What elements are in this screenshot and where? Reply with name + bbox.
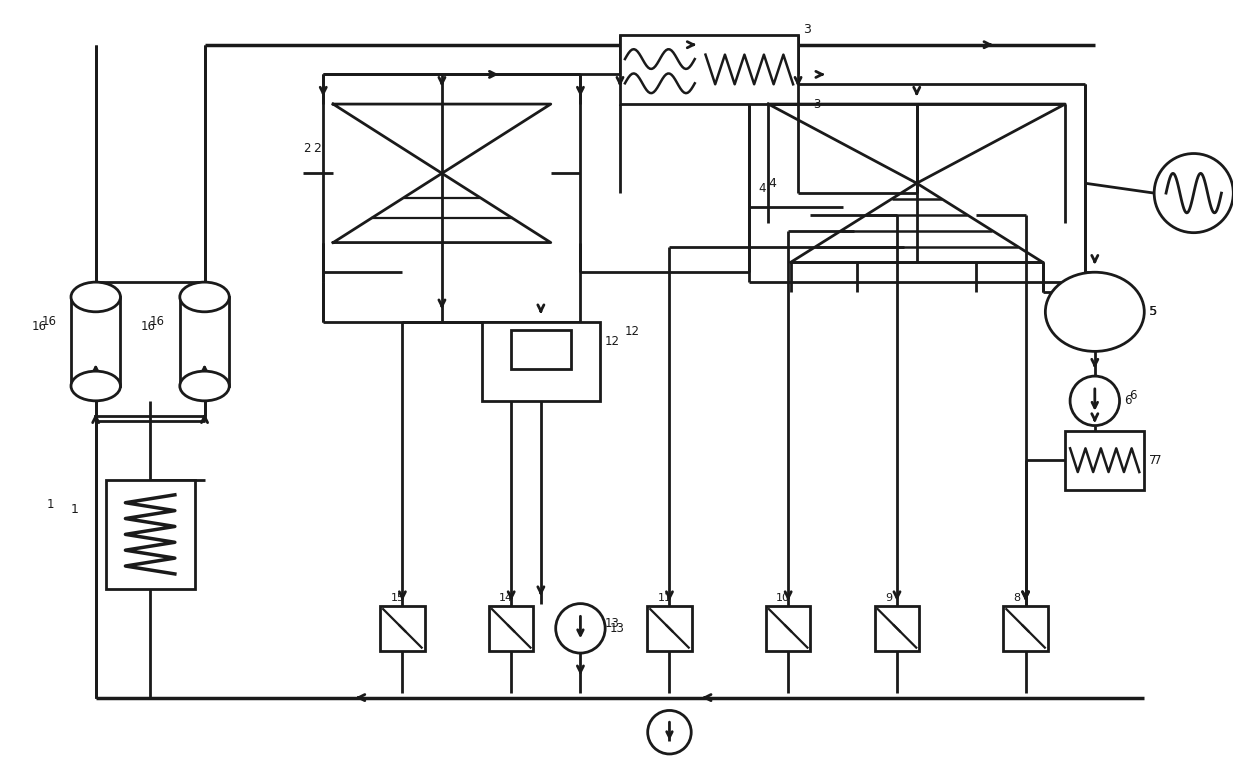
- Text: 6: 6: [1130, 389, 1137, 402]
- Ellipse shape: [71, 282, 120, 311]
- Bar: [481, 322, 600, 401]
- Text: 3: 3: [813, 98, 821, 110]
- Ellipse shape: [71, 371, 120, 401]
- Text: 9: 9: [885, 593, 893, 603]
- Text: 2: 2: [314, 142, 321, 155]
- Text: 7: 7: [1154, 453, 1162, 466]
- Bar: [489, 606, 533, 651]
- Bar: [620, 35, 799, 104]
- Bar: [874, 606, 919, 651]
- Bar: [1065, 430, 1145, 490]
- Bar: [105, 480, 195, 589]
- Text: 4: 4: [769, 177, 776, 190]
- Text: 11: 11: [657, 593, 672, 603]
- Bar: [381, 606, 424, 651]
- Ellipse shape: [180, 282, 229, 311]
- Ellipse shape: [180, 371, 229, 401]
- Text: 2: 2: [304, 142, 311, 155]
- Text: 3: 3: [804, 23, 811, 36]
- Text: 13: 13: [610, 622, 625, 635]
- Bar: [511, 330, 570, 369]
- Bar: [647, 606, 692, 651]
- Text: 6: 6: [1125, 394, 1132, 407]
- Text: 8: 8: [1013, 593, 1021, 603]
- Text: 16: 16: [31, 320, 46, 333]
- Bar: [180, 297, 229, 386]
- Bar: [1003, 606, 1048, 651]
- Ellipse shape: [1045, 272, 1145, 352]
- Text: 16: 16: [150, 315, 165, 328]
- Text: 1: 1: [71, 503, 79, 516]
- Text: 4: 4: [759, 182, 766, 194]
- Text: 16: 16: [41, 315, 56, 328]
- Text: 16: 16: [140, 320, 155, 333]
- Text: 1: 1: [46, 498, 53, 511]
- Text: 14: 14: [500, 593, 513, 603]
- Text: 13: 13: [605, 617, 620, 630]
- Text: 5: 5: [1149, 305, 1157, 318]
- Text: 7: 7: [1149, 453, 1157, 466]
- Text: 5: 5: [1149, 305, 1157, 318]
- Text: 15: 15: [391, 593, 404, 603]
- Text: 12: 12: [605, 335, 620, 348]
- Bar: [71, 297, 120, 386]
- Bar: [766, 606, 811, 651]
- Text: 12: 12: [625, 325, 640, 338]
- Text: 10: 10: [776, 593, 790, 603]
